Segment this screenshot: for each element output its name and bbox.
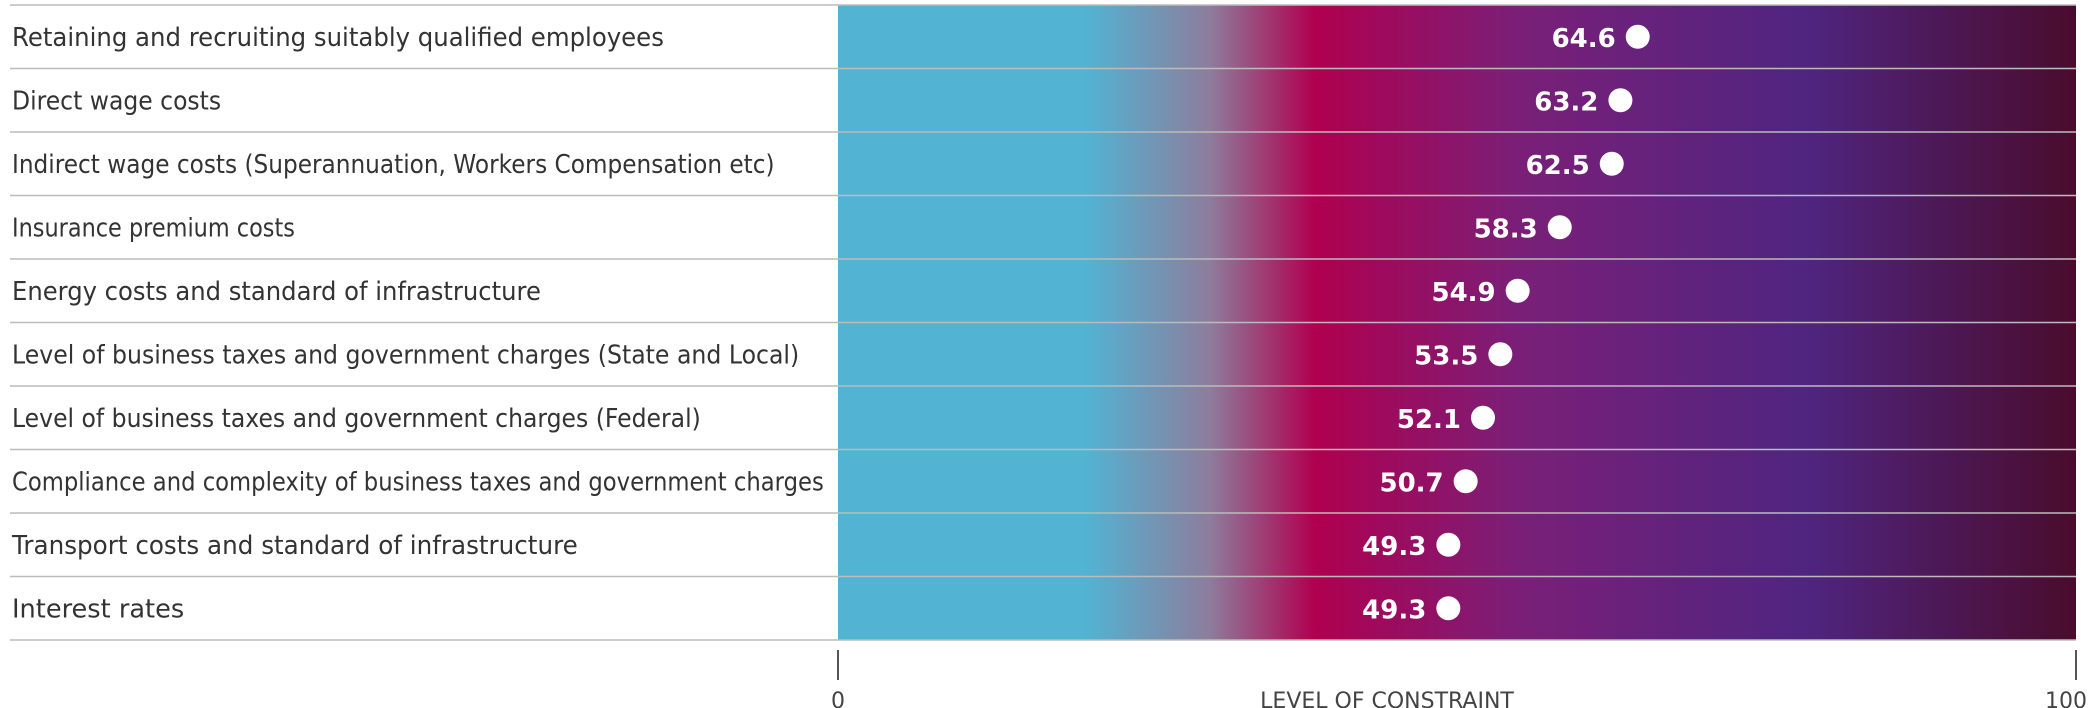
x-axis-tick-label-100: 100 (2045, 689, 2087, 708)
data-point (1599, 151, 1624, 176)
data-point (1608, 88, 1633, 113)
data-point (1436, 596, 1461, 621)
data-point (1488, 342, 1513, 367)
data-label: 49.3 (1362, 595, 1426, 625)
category-label: Indirect wage costs (Superannuation, Wor… (12, 150, 775, 180)
category-label: Interest rates (12, 594, 184, 624)
category-label: Retaining and recruiting suitably qualif… (12, 23, 664, 53)
chart-row: Direct wage costs 63.2 (10, 86, 2076, 133)
data-label: 62.5 (1526, 151, 1590, 181)
data-point (1547, 215, 1572, 240)
data-point (1453, 469, 1478, 494)
x-axis-tick-label-0: 0 (831, 689, 845, 708)
data-label: 64.6 (1552, 24, 1616, 54)
category-label: Insurance premium costs (12, 213, 295, 243)
chart-row: Retaining and recruiting suitably qualif… (10, 23, 2076, 70)
chart-row: Indirect wage costs (Superannuation, Wor… (10, 150, 2076, 197)
chart-row: Energy costs and standard of infrastruct… (10, 277, 2076, 324)
category-label: Level of business taxes and government c… (12, 404, 701, 434)
data-label: 58.3 (1474, 214, 1538, 244)
data-label: 53.5 (1414, 341, 1478, 371)
category-label: Compliance and complexity of business ta… (12, 467, 824, 497)
chart-row: Level of business taxes and government c… (10, 340, 2076, 387)
chart-row: Compliance and complexity of business ta… (10, 467, 2076, 514)
data-label: 63.2 (1534, 87, 1598, 117)
category-label: Direct wage costs (12, 86, 221, 116)
data-label: 49.3 (1362, 532, 1426, 562)
data-point (1505, 278, 1530, 303)
category-label: Energy costs and standard of infrastruct… (12, 277, 541, 307)
data-label: 54.9 (1432, 278, 1496, 308)
x-axis: 0 100 LEVEL OF CONSTRAINT (831, 650, 2087, 708)
chart-row: Level of business taxes and government c… (10, 404, 2076, 451)
category-label: Level of business taxes and government c… (12, 340, 799, 370)
data-label: 50.7 (1380, 468, 1444, 498)
data-point (1470, 405, 1495, 430)
x-axis-label: LEVEL OF CONSTRAINT (1260, 689, 1514, 708)
chart-row: Insurance premium costs 58.3 (10, 213, 2076, 260)
data-point (1625, 24, 1650, 49)
data-point (1436, 532, 1461, 557)
chart-row: Transport costs and standard of infrastr… (10, 531, 2076, 578)
data-label: 52.1 (1397, 405, 1461, 435)
chart-row: Interest rates 49.3 (10, 594, 2076, 641)
category-label: Transport costs and standard of infrastr… (11, 531, 578, 561)
